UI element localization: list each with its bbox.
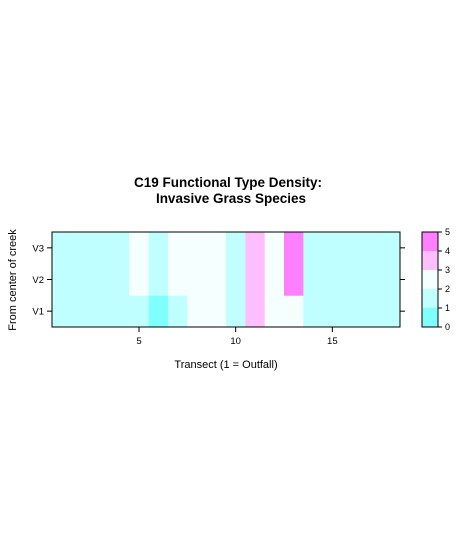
heatmap-cell — [303, 295, 324, 328]
heatmap-cell — [148, 232, 169, 265]
color-key-label: 5 — [445, 227, 450, 237]
heatmap-cell — [361, 232, 382, 265]
heatmap-cell — [322, 295, 343, 328]
y-tick-label: V3 — [32, 243, 44, 254]
x-axis: 5 10 15 — [136, 327, 338, 347]
heatmap-cells — [52, 232, 401, 328]
chart-title-line1: C19 Functional Type Density: — [134, 175, 322, 190]
heatmap-cell — [187, 295, 208, 328]
heatmap-cell — [71, 232, 92, 265]
color-key: 0 1 2 3 4 5 — [421, 227, 450, 332]
heatmap-cell — [187, 263, 208, 296]
color-key-label: 4 — [445, 246, 450, 256]
heatmap-cell — [90, 263, 111, 296]
color-key-swatch — [422, 289, 438, 308]
heatmap-cell — [148, 295, 169, 328]
heatmap-cell — [380, 232, 401, 265]
y-axis-label: From center of creek — [7, 229, 19, 331]
heatmap-cell — [71, 263, 92, 296]
y-tick-label: V1 — [32, 307, 44, 318]
heatmap-cell — [110, 232, 130, 265]
color-key-swatch — [422, 232, 438, 251]
y-tick-label: V2 — [32, 275, 44, 286]
heatmap-cell — [322, 232, 343, 265]
color-key-swatch — [422, 308, 438, 327]
heatmap-cell — [245, 263, 266, 296]
heatmap-cell — [380, 263, 401, 296]
heatmap-cell — [52, 232, 72, 265]
heatmap-cell — [168, 295, 188, 328]
heatmap-cell — [71, 295, 92, 328]
color-key-label: 1 — [445, 303, 450, 313]
heatmap-cell — [129, 295, 150, 328]
heatmap-cell — [226, 295, 246, 328]
heatmap-cell — [264, 263, 285, 296]
heatmap-cell — [129, 263, 150, 296]
heatmap-cell — [361, 295, 382, 328]
heatmap-cell — [90, 295, 111, 328]
color-key-swatch — [422, 251, 438, 270]
heatmap-cell — [206, 232, 227, 265]
heatmap-cell — [342, 263, 362, 296]
heatmap-cell — [148, 263, 169, 296]
color-key-label: 3 — [445, 265, 450, 275]
y-axis-left: V1 V2 V3 — [32, 243, 52, 318]
heatmap-cell — [284, 295, 304, 328]
x-tick-label: 10 — [230, 336, 241, 347]
heatmap-cell — [342, 232, 362, 265]
heatmap-cell — [361, 263, 382, 296]
heatmap-cell — [303, 232, 324, 265]
chart-title-line2: Invasive Grass Species — [156, 191, 306, 206]
color-key-swatch — [422, 270, 438, 289]
heatmap-cell — [264, 295, 285, 328]
heatmap-cell — [52, 295, 72, 328]
heatmap-cell — [264, 232, 285, 265]
color-key-label: 0 — [445, 322, 450, 332]
heatmap-cell — [245, 232, 266, 265]
heatmap-cell — [380, 295, 401, 328]
color-key-label: 2 — [445, 284, 450, 294]
heatmap-cell — [303, 263, 324, 296]
heatmap-cell — [129, 232, 150, 265]
heatmap-cell — [226, 232, 246, 265]
heatmap-cell — [110, 295, 130, 328]
heatmap-cell — [90, 232, 111, 265]
heatmap-cell — [206, 263, 227, 296]
heatmap-cell — [110, 263, 130, 296]
heatmap-cell — [226, 263, 246, 296]
heatmap-cell — [245, 295, 266, 328]
heatmap-cell — [168, 263, 188, 296]
heatmap-cell — [342, 295, 362, 328]
heatmap-cell — [168, 232, 188, 265]
heatmap-cell — [284, 263, 304, 296]
x-tick-label: 15 — [327, 336, 338, 347]
x-tick-label: 5 — [136, 336, 141, 347]
heatmap-cell — [322, 263, 343, 296]
heatmap-cell — [206, 295, 227, 328]
heatmap-cell — [187, 232, 208, 265]
color-key-frame — [421, 231, 439, 328]
heatmap-cell — [284, 232, 304, 265]
y-axis-right — [400, 247, 405, 312]
heatmap-cell — [52, 263, 72, 296]
x-axis-label: Transect (1 = Outfall) — [174, 359, 277, 371]
